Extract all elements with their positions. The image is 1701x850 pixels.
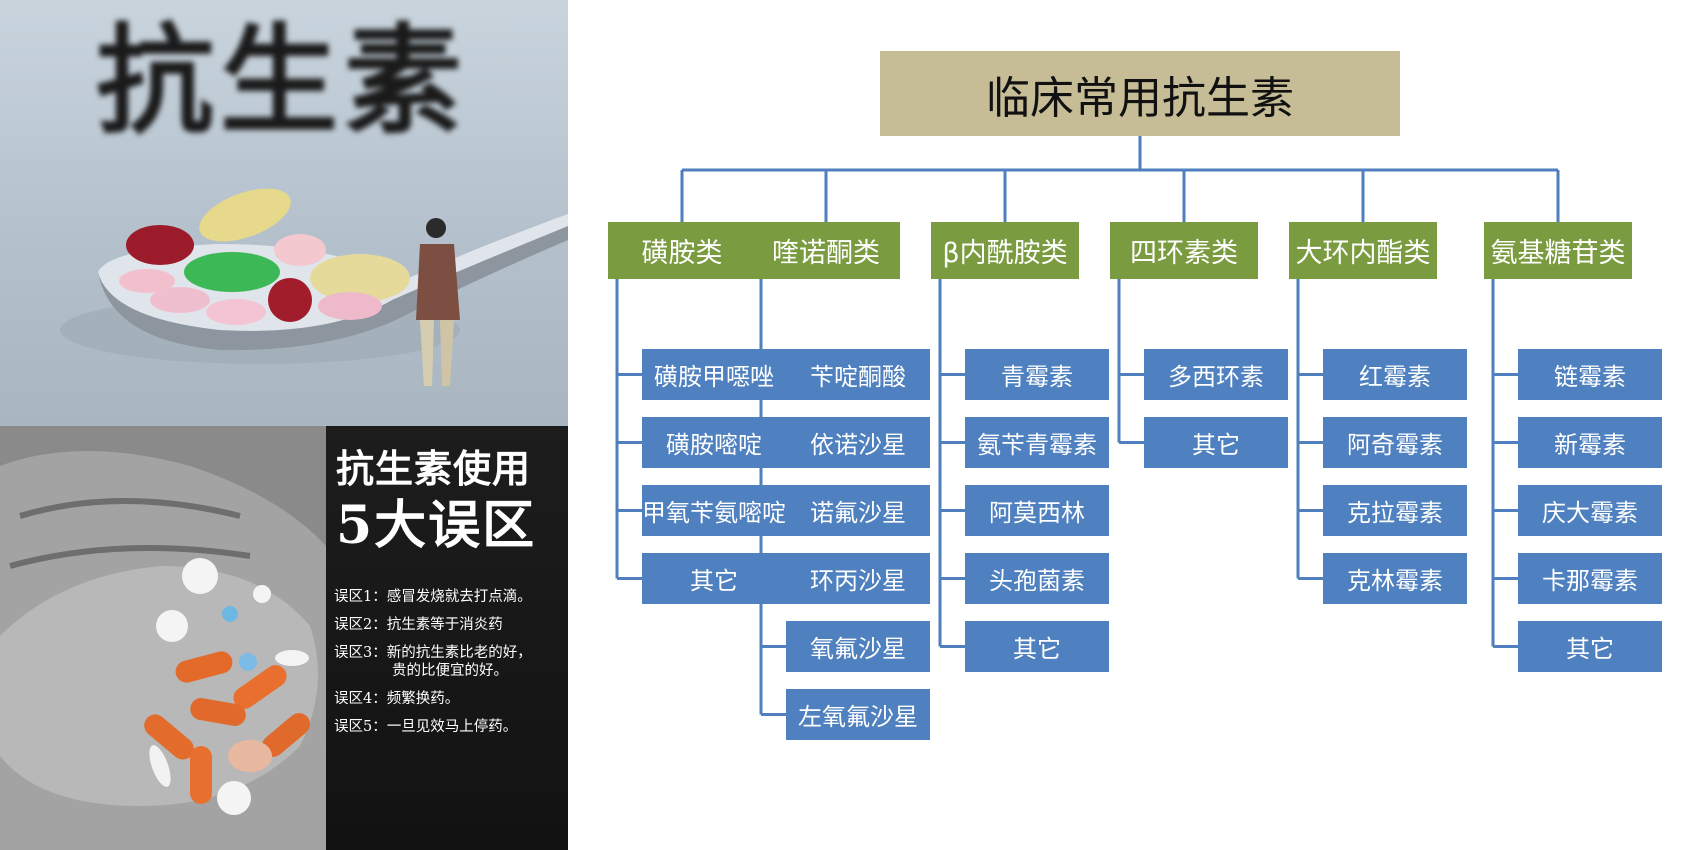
drug-item-node: 其它 (1144, 417, 1288, 468)
category-node: 四环素类 (1110, 222, 1258, 279)
myth-2: 误区2：抗生素等于消炎药 (334, 616, 503, 634)
drug-item-node: 多西环素 (1144, 349, 1288, 400)
myth-label: 误区4： (334, 691, 387, 707)
drug-item-node: 青霉素 (965, 349, 1109, 400)
myth-3-continued: 贵的比便宜的好。 (392, 663, 508, 679)
category-node: 大环内酯类 (1289, 222, 1437, 279)
myth-text: 新的抗生素比老的好， (386, 645, 532, 661)
drug-item-node: 其它 (1518, 621, 1662, 672)
myth-label: 误区3： (334, 645, 387, 661)
myth-label: 误区1： (334, 589, 387, 605)
myth-5: 误区5：一旦见效马上停药。 (334, 718, 517, 736)
drug-item-node: 阿莫西林 (965, 485, 1109, 536)
diagram-root-node: 临床常用抗生素 (880, 51, 1400, 136)
category-node: 喹诺酮类 (752, 222, 900, 279)
drug-item-node: 克林霉素 (1323, 553, 1467, 604)
myths-heading-line1: 抗生素使用 (336, 446, 532, 491)
drug-item-node: 卡那霉素 (1518, 553, 1662, 604)
antibiotics-photo-panel: 抗生素 (0, 0, 568, 426)
hands-with-pills-illustration (0, 426, 326, 850)
category-node: 氨基糖苷类 (1484, 222, 1632, 279)
drug-item-node: 甲氧苄氨嘧啶 (642, 485, 786, 536)
drug-item-node: 磺胺甲噁唑 (642, 349, 786, 400)
antibiotic-myths-poster: 抗生素使用 5大误区 误区1：感冒发烧就去打点滴。 误区2：抗生素等于消炎药 误… (0, 426, 568, 850)
category-node: β内酰胺类 (931, 222, 1079, 279)
myth-text: 抗生素等于消炎药 (386, 617, 503, 633)
myth-3: 误区3：新的抗生素比老的好， (334, 644, 532, 662)
drug-item-node: 红霉素 (1323, 349, 1467, 400)
myth-label: 误区5： (334, 719, 387, 735)
drug-item-node: 庆大霉素 (1518, 485, 1662, 536)
category-node: 磺胺类 (608, 222, 756, 279)
drug-item-node: 链霉素 (1518, 349, 1662, 400)
drug-item-node: 左氧氟沙星 (786, 689, 930, 740)
drug-item-node: 苄啶酮酸 (786, 349, 930, 400)
myth-label: 误区2： (334, 617, 387, 633)
myth-text: 感冒发烧就去打点滴。 (386, 589, 532, 605)
drug-item-node: 依诺沙星 (786, 417, 930, 468)
drug-item-node: 新霉素 (1518, 417, 1662, 468)
drug-item-node: 其它 (642, 553, 786, 604)
photo-title: 抗生素 (96, 12, 469, 150)
myth-4: 误区4：频繁换药。 (334, 690, 459, 708)
drug-item-node: 氧氟沙星 (786, 621, 930, 672)
myth-1: 误区1：感冒发烧就去打点滴。 (334, 588, 532, 606)
drug-item-node: 头孢菌素 (965, 553, 1109, 604)
myth-text: 一旦见效马上停药。 (386, 719, 518, 735)
spoon-pills-illustration (60, 188, 568, 386)
drug-item-node: 氨苄青霉素 (965, 417, 1109, 468)
drug-item-node: 其它 (965, 621, 1109, 672)
myths-text-box: 抗生素使用 5大误区 误区1：感冒发烧就去打点滴。 误区2：抗生素等于消炎药 误… (326, 426, 568, 850)
myths-heading-line2: 5大误区 (336, 495, 537, 556)
drug-item-node: 克拉霉素 (1323, 485, 1467, 536)
drug-item-node: 环丙沙星 (786, 553, 930, 604)
myth-text: 频繁换药。 (386, 691, 460, 707)
drug-item-node: 阿奇霉素 (1323, 417, 1467, 468)
drug-item-node: 磺胺嘧啶 (642, 417, 786, 468)
drug-item-node: 诺氟沙星 (786, 485, 930, 536)
